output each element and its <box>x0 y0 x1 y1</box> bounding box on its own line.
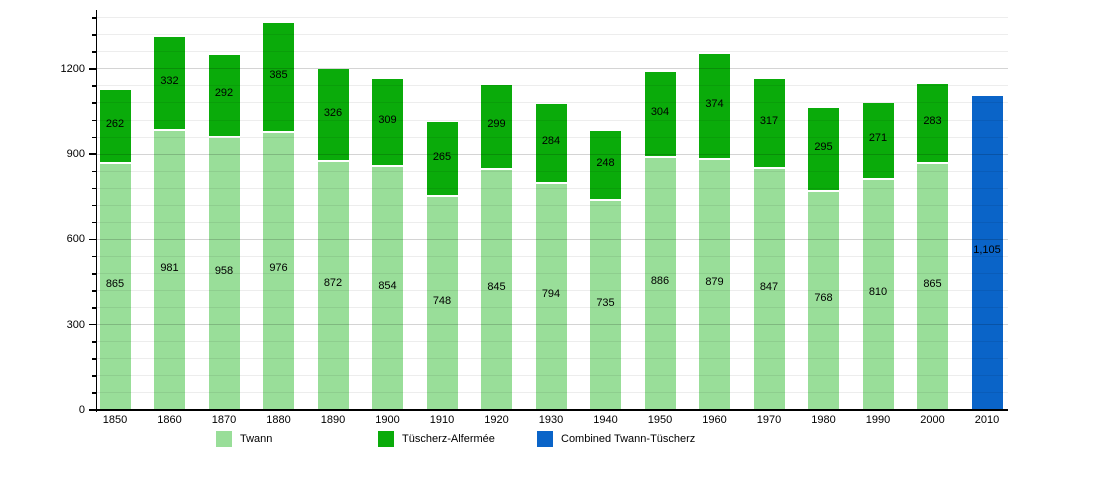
x-axis-label-2000: 2000 <box>920 414 945 426</box>
bar-1940-t-scherz-alferm-e <box>590 130 621 202</box>
x-axis-label-1930: 1930 <box>538 414 564 426</box>
x-axis-label-1960: 1960 <box>702 414 727 426</box>
x-axis-label-1850: 1850 <box>102 414 128 426</box>
bar-1920-twann <box>481 169 512 410</box>
y-axis-major-tick <box>89 409 96 411</box>
x-axis-label-1910: 1910 <box>429 414 455 426</box>
bar-2010-combined-twann-t-scherz <box>971 95 1003 410</box>
x-axis-label-1890: 1890 <box>320 414 346 426</box>
y-axis-minor-tick <box>92 358 96 360</box>
y-axis-minor-tick <box>92 119 96 122</box>
x-axis-label-1980: 1980 <box>811 414 836 426</box>
y-axis-minor-tick <box>92 392 96 394</box>
x-axis-label-1870: 1870 <box>211 414 237 426</box>
bar-1890-t-scherz-alferm-e <box>317 69 349 163</box>
bar-1860-twann <box>154 131 185 410</box>
bar-1900-twann <box>372 167 403 410</box>
minor-gridline <box>97 17 1008 19</box>
legend-label-t-scherz-alferm-e: Tüscherz-Alfermée <box>402 433 495 445</box>
bar-1880-twann <box>263 132 294 410</box>
x-axis-label-1920: 1920 <box>484 414 509 426</box>
x-axis-label-2010: 2010 <box>974 414 1000 426</box>
bar-1990-twann <box>862 179 894 410</box>
bar-1850-t-scherz-alferm-e <box>99 89 131 165</box>
y-axis-line <box>95 10 97 412</box>
x-axis-label-1990: 1990 <box>865 414 891 426</box>
bar-1960-t-scherz-alferm-e <box>699 53 730 161</box>
minor-gridline <box>97 34 1008 36</box>
legend-swatch-twann <box>216 431 232 447</box>
y-axis-minor-tick <box>92 17 96 19</box>
bar-2000-t-scherz-alferm-e <box>917 83 948 165</box>
x-axis-label-1880: 1880 <box>266 414 291 426</box>
bar-1940-twann <box>590 201 621 410</box>
legend-swatch-combined-twann-t-scherz <box>537 431 553 447</box>
y-axis-minor-tick <box>92 34 96 36</box>
y-axis-minor-tick <box>92 273 96 275</box>
y-axis-label: 300 <box>66 318 85 331</box>
minor-gridline <box>97 51 1008 53</box>
x-axis-label-1970: 1970 <box>756 414 782 426</box>
x-axis-label-1940: 1940 <box>593 414 618 426</box>
y-axis-label: 0 <box>78 404 85 416</box>
y-axis-minor-tick <box>92 307 96 309</box>
x-axis-label-1900: 1900 <box>375 414 400 426</box>
y-axis-minor-tick <box>92 204 96 207</box>
bar-1950-twann <box>644 158 676 410</box>
y-axis-minor-tick <box>92 170 96 173</box>
bar-1960-twann <box>699 160 730 410</box>
bar-1910-t-scherz-alferm-e <box>426 122 458 198</box>
y-axis-minor-tick <box>92 136 96 139</box>
legend-swatch-t-scherz-alferm-e <box>378 431 394 447</box>
y-axis-major-tick <box>89 238 96 241</box>
bar-2000-twann <box>917 164 948 410</box>
bar-1860-t-scherz-alferm-e <box>154 36 185 132</box>
y-axis-minor-tick <box>92 375 96 377</box>
y-axis-major-tick <box>89 68 96 70</box>
bar-1980-t-scherz-alferm-e <box>808 107 839 192</box>
bar-1890-twann <box>317 162 349 410</box>
y-axis-major-tick <box>89 153 96 155</box>
bar-1850-twann <box>99 164 131 410</box>
bar-1970-twann <box>753 169 785 410</box>
y-axis-minor-tick <box>92 341 96 343</box>
bar-1930-t-scherz-alferm-e <box>535 103 567 185</box>
bar-1880-t-scherz-alferm-e <box>263 23 294 133</box>
y-axis-major-tick <box>89 323 96 326</box>
x-axis-line <box>95 409 1008 411</box>
x-axis-label-1860: 1860 <box>157 414 182 426</box>
x-axis-label-1950: 1950 <box>647 414 673 426</box>
y-axis-minor-tick <box>92 102 96 104</box>
y-axis-minor-tick <box>92 187 96 190</box>
bar-1910-twann <box>426 197 458 410</box>
bar-1900-t-scherz-alferm-e <box>372 79 403 168</box>
bar-1980-twann <box>808 191 839 410</box>
bar-1970-t-scherz-alferm-e <box>753 79 785 170</box>
bar-1870-twann <box>208 137 240 410</box>
bar-1950-t-scherz-alferm-e <box>644 71 676 159</box>
legend-label-twann: Twann <box>240 433 273 445</box>
bar-1920-t-scherz-alferm-e <box>481 84 512 170</box>
y-axis-label: 600 <box>66 233 85 246</box>
y-axis-minor-tick <box>92 85 96 87</box>
y-axis-label: 1200 <box>60 62 85 75</box>
legend-label-combined-twann-t-scherz: Combined Twann-Tüscherz <box>561 433 696 445</box>
y-axis-minor-tick <box>92 221 96 224</box>
bar-1990-t-scherz-alferm-e <box>862 102 894 180</box>
bar-1870-t-scherz-alferm-e <box>208 54 240 138</box>
y-axis-label: 900 <box>66 148 85 161</box>
bar-1930-twann <box>535 184 567 410</box>
y-axis-minor-tick <box>92 255 96 258</box>
y-axis-minor-tick <box>92 290 96 292</box>
y-axis-minor-tick <box>92 51 96 53</box>
